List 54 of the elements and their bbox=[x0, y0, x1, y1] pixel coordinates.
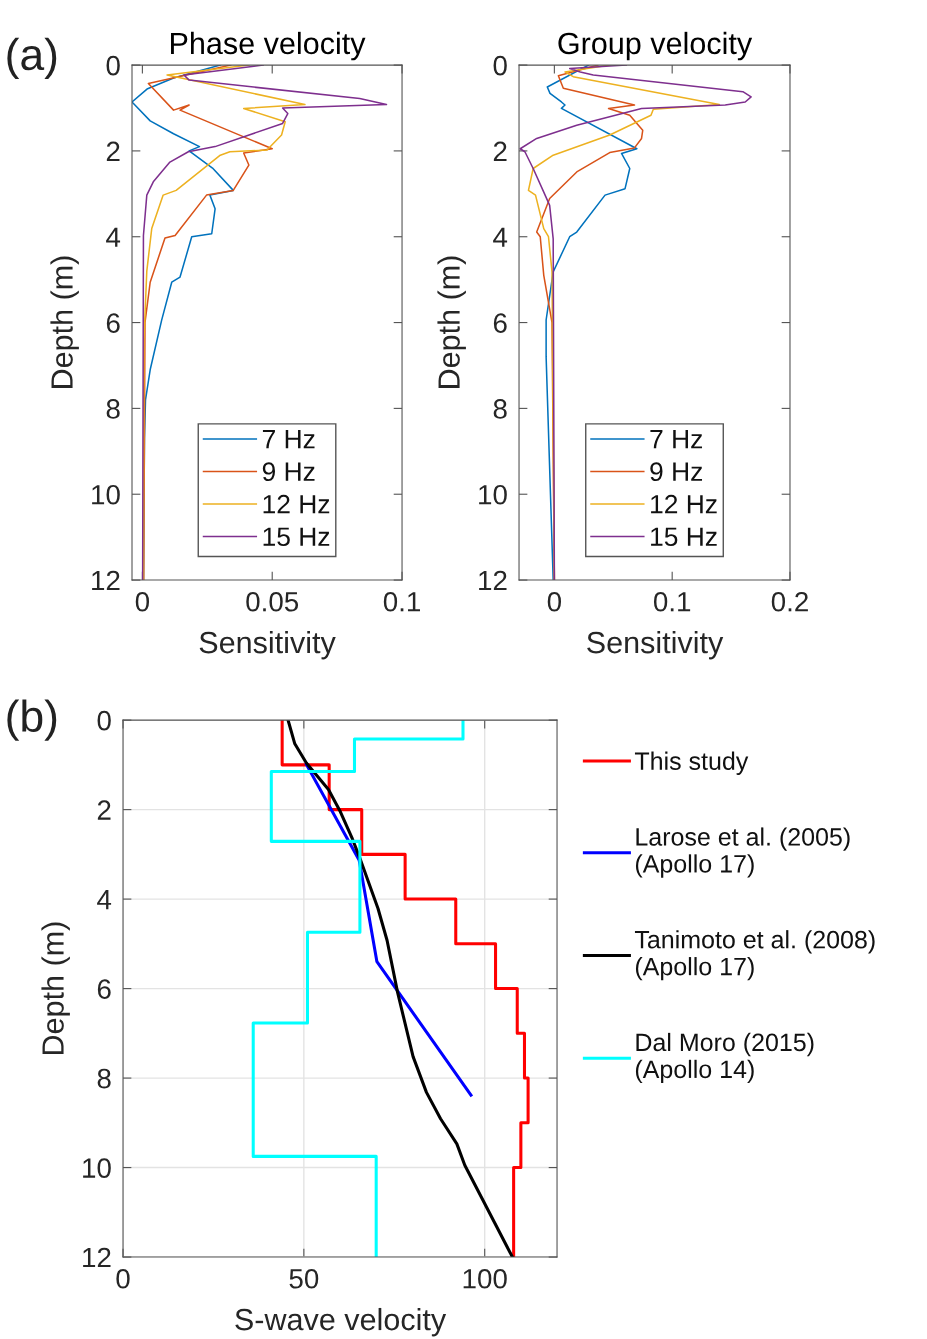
y-tick-label: 10 bbox=[92, 484, 120, 505]
y-tick-label: 8 bbox=[106, 399, 120, 419]
x-tick-label: 0 bbox=[547, 591, 562, 612]
x-tick-label: 0.1 bbox=[383, 591, 420, 612]
y-tick-label: 12 bbox=[479, 570, 507, 591]
text: (b) bbox=[7, 699, 57, 741]
chart-title: Group velocity bbox=[558, 31, 753, 61]
y-tick-label: 12 bbox=[92, 570, 120, 591]
legend-label: 7 Hz bbox=[650, 430, 703, 449]
x-tick-label: 50 bbox=[289, 1268, 319, 1289]
y-tick-label: 6 bbox=[493, 313, 507, 333]
y-tick-label: 0 bbox=[97, 710, 111, 731]
legend-label: This study bbox=[634, 751, 749, 775]
x-tick-label: 100 bbox=[463, 1268, 507, 1289]
y-tick-label: 6 bbox=[106, 313, 120, 333]
y-tick-label: 4 bbox=[493, 227, 508, 247]
line-series bbox=[304, 762, 473, 1097]
y-tick-label: 8 bbox=[97, 1068, 111, 1089]
y-tick-label: 10 bbox=[479, 484, 507, 505]
y-tick-label: 10 bbox=[83, 1158, 111, 1178]
x-tick-label: 0 bbox=[135, 591, 150, 612]
legend-label: Tanimoto et al. (2008) (Apollo 17) bbox=[634, 930, 875, 981]
y-tick-label: 0 bbox=[493, 55, 507, 76]
legend-label: 9 Hz bbox=[650, 462, 703, 482]
y-tick-label: 2 bbox=[493, 141, 507, 161]
y-tick-label: 0 bbox=[106, 55, 120, 76]
line-series bbox=[251, 720, 465, 1258]
text: (a) bbox=[7, 37, 57, 80]
x-axis-title: Sensitivity bbox=[199, 630, 336, 660]
y-axis-title: Depth (m) bbox=[50, 256, 79, 388]
y-tick-label: 12 bbox=[83, 1247, 111, 1268]
y-tick-label: 4 bbox=[97, 890, 112, 910]
legend-label: 12 Hz bbox=[263, 494, 330, 514]
y-tick-label: 4 bbox=[106, 227, 121, 247]
legend-label: 7 Hz bbox=[262, 430, 315, 449]
chart-title: Phase velocity bbox=[171, 31, 366, 61]
y-tick-label: 6 bbox=[97, 979, 111, 999]
legend-label: 12 Hz bbox=[651, 494, 717, 514]
y-tick-label: 2 bbox=[97, 800, 111, 820]
y-tick-label: 8 bbox=[493, 399, 507, 419]
x-tick-label: 0.2 bbox=[771, 591, 808, 612]
x-tick-label: 0.1 bbox=[653, 591, 691, 612]
y-axis-title: Depth (m) bbox=[437, 256, 466, 388]
x-axis-title: S-wave velocity bbox=[235, 1307, 447, 1337]
x-axis-title: Sensitivity bbox=[587, 630, 724, 660]
y-axis-title: Depth (m) bbox=[41, 922, 70, 1054]
line-series bbox=[141, 65, 388, 581]
legend-label: Larose et al. (2005) (Apollo 17) bbox=[635, 827, 850, 878]
legend-label: 9 Hz bbox=[262, 462, 315, 482]
legend-label: 15 Hz bbox=[651, 527, 717, 547]
x-tick-label: 0.05 bbox=[246, 591, 299, 612]
legend-label: Dal Moro (2015) (Apollo 14) bbox=[635, 1032, 814, 1084]
legend-label: 15 Hz bbox=[263, 527, 330, 547]
y-tick-label: 2 bbox=[106, 141, 120, 161]
